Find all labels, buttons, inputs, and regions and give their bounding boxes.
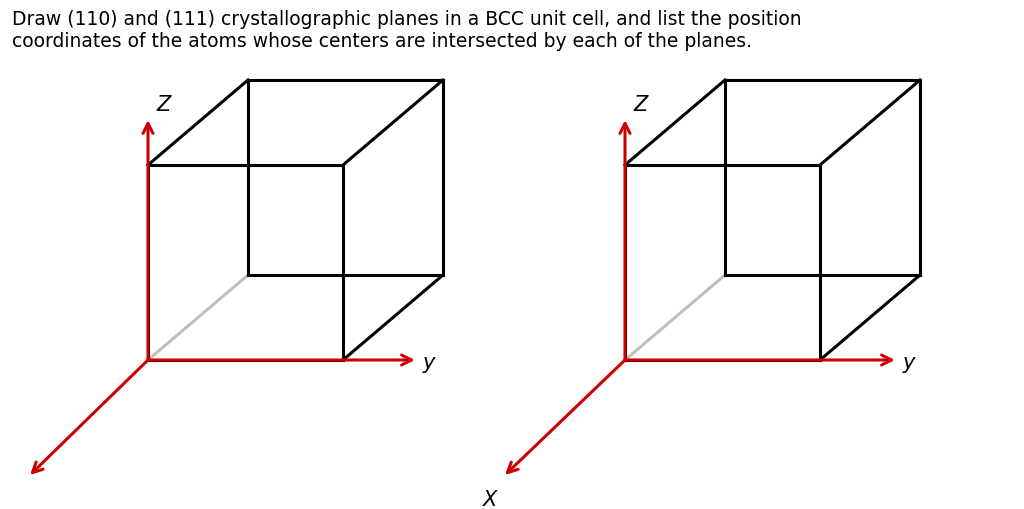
Text: Draw (110) and (111) crystallographic planes in a BCC unit cell, and list the po: Draw (110) and (111) crystallographic pl… — [12, 10, 802, 51]
Text: X: X — [482, 490, 497, 509]
Text: y: y — [423, 353, 435, 373]
Text: y: y — [903, 353, 915, 373]
Text: Z: Z — [156, 95, 170, 115]
Text: Z: Z — [633, 95, 647, 115]
